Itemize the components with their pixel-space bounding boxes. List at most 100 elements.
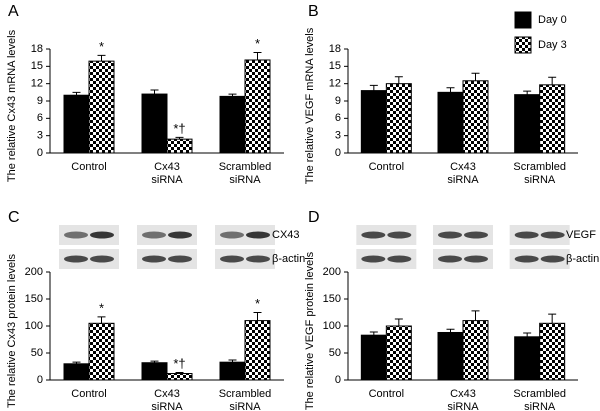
x-tick-label: Cx43 siRNA [447, 388, 479, 411]
blot-label: VEGF [566, 229, 596, 241]
x-tick-label: Cx43 siRNA [447, 161, 479, 186]
blot-strip [59, 225, 119, 245]
y-tick-label: 50 [31, 347, 43, 359]
blot-band [540, 231, 565, 239]
bar [462, 320, 489, 381]
error-bar [394, 76, 403, 84]
y-tick-label: 3 [335, 130, 341, 142]
y-tick-label: 3 [37, 130, 43, 142]
y-tick-label: 100 [25, 320, 43, 332]
error-bar [97, 316, 106, 324]
bar [437, 91, 464, 154]
error-bar [471, 310, 480, 321]
y-tick-label: 15 [31, 60, 43, 72]
error-bar [175, 371, 184, 374]
y-tick-label: 6 [335, 112, 341, 124]
blot-strip [433, 249, 493, 269]
bar [141, 93, 168, 154]
blot-strip [215, 225, 275, 245]
bar [88, 60, 115, 154]
panel-letter: C [8, 209, 20, 226]
error-bar [369, 331, 378, 336]
error-bar [72, 91, 81, 96]
x-tick-label: Cx43 siRNA [151, 161, 183, 186]
legend-swatch [514, 36, 532, 54]
y-tick-label: 0 [335, 147, 341, 159]
error-bar [228, 93, 237, 97]
bar [63, 94, 90, 154]
bar [141, 362, 168, 381]
bar [166, 373, 193, 381]
blot-band [142, 231, 166, 239]
bar [385, 325, 412, 381]
blot-band [361, 231, 386, 239]
x-tick-label: Cx43 siRNA [151, 388, 183, 411]
x-tick-label: Scrambled siRNA [513, 161, 566, 186]
blot-band [438, 255, 462, 263]
error-bar [253, 51, 262, 60]
x-tick-label: Scrambled siRNA [218, 388, 272, 411]
x-tick-label: Control [71, 161, 107, 173]
error-bar [548, 76, 557, 85]
blot-label: CX43 [272, 229, 300, 241]
x-tick-label: Scrambled siRNA [513, 388, 566, 411]
blot-strip [137, 249, 197, 269]
error-bar [369, 84, 378, 91]
y-axis-label: The relative VEGF mRNA levels [304, 27, 316, 184]
blot-strip [356, 225, 417, 245]
blot-label: β-actin [566, 253, 599, 265]
blot-band [387, 231, 412, 239]
error-bar [523, 90, 532, 95]
bar [244, 320, 271, 381]
significance-mark: * [99, 300, 104, 315]
bar [539, 322, 566, 381]
blot-band [220, 255, 244, 263]
y-axis-label: The relative Cx43 mRNA levels [6, 29, 18, 182]
blot-strip [356, 249, 417, 269]
error-bar [228, 359, 237, 363]
blot-band [90, 255, 114, 263]
bar [360, 334, 387, 381]
y-tick-label: 18 [31, 43, 43, 55]
bar [514, 336, 541, 381]
significance-mark: *† [173, 121, 185, 136]
error-bar [471, 72, 480, 81]
y-tick-label: 150 [323, 293, 341, 305]
blot-band [438, 231, 462, 239]
bar [219, 95, 246, 154]
y-axis-label: The relative VEGF protein levels [304, 251, 316, 410]
bar [63, 363, 90, 381]
error-bar [175, 136, 184, 140]
error-bar [446, 328, 455, 333]
blot-band [361, 255, 386, 263]
x-tick-label: Control [71, 388, 107, 400]
bar [462, 80, 489, 154]
significance-mark: * [255, 36, 260, 51]
blot-band [90, 231, 114, 239]
y-tick-label: 15 [329, 60, 341, 72]
y-tick-label: 0 [335, 374, 341, 386]
y-tick-label: 18 [329, 43, 341, 55]
bar [88, 322, 115, 381]
error-bar [446, 87, 455, 93]
y-tick-label: 150 [25, 293, 43, 305]
bar [385, 83, 412, 154]
x-tick-label: Scrambled siRNA [218, 161, 272, 186]
bar [166, 138, 193, 154]
x-tick-label: Control [368, 161, 405, 173]
significance-mark: *† [173, 356, 185, 371]
significance-mark: * [99, 39, 104, 54]
blot-band [168, 231, 192, 239]
blot-band [464, 231, 488, 239]
y-tick-label: 0 [37, 147, 43, 159]
y-tick-label: 200 [25, 266, 43, 278]
error-bar [253, 312, 262, 321]
legend-swatch [514, 11, 532, 29]
y-tick-label: 200 [323, 266, 341, 278]
blot-band [514, 231, 539, 239]
error-bar [150, 360, 159, 363]
blot-band [64, 255, 88, 263]
bar [360, 90, 387, 154]
